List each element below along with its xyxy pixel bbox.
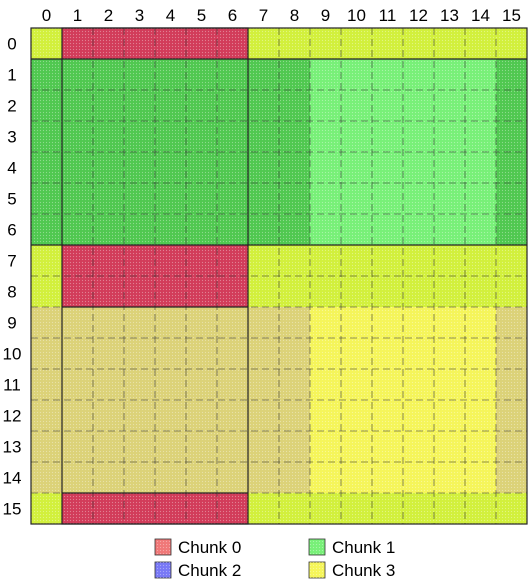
row-label-4: 4 [7, 159, 16, 178]
row-label-0: 0 [7, 35, 16, 54]
legend-swatch-texture [155, 539, 171, 555]
row-label-11: 11 [3, 376, 21, 395]
column-label-6: 6 [228, 6, 237, 25]
column-label-4: 4 [166, 6, 175, 25]
row-label-3: 3 [7, 128, 16, 147]
column-labels: 0 1 2 3 4 5 6 7 8 9 10 11 12 13 14 15 [42, 6, 521, 25]
row-label-10: 10 [3, 345, 22, 364]
column-label-10: 10 [347, 6, 366, 25]
column-label-8: 8 [290, 6, 299, 25]
legend-label: Chunk 3 [332, 561, 395, 580]
row-label-14: 14 [3, 469, 22, 488]
column-label-3: 3 [135, 6, 144, 25]
column-label-12: 12 [409, 6, 428, 25]
legend-swatch-texture [155, 562, 171, 578]
column-label-0: 0 [42, 6, 51, 25]
legend: Chunk 0 Chunk 1 Chunk 2 Chunk 3 [154, 538, 395, 580]
column-label-13: 13 [440, 6, 459, 25]
legend-label: Chunk 1 [332, 538, 395, 557]
row-label-12: 12 [3, 407, 22, 426]
row-label-7: 7 [7, 252, 16, 271]
column-label-9: 9 [321, 6, 330, 25]
legend-label: Chunk 2 [178, 561, 241, 580]
row-label-1: 1 [7, 66, 16, 85]
legend-item-chunk-2: Chunk 2 [154, 561, 241, 580]
legend-swatch-texture [309, 539, 325, 555]
region-borders [30, 27, 528, 525]
grid-outer-border [30, 27, 528, 525]
row-label-5: 5 [7, 190, 16, 209]
legend-item-chunk-1: Chunk 1 [308, 538, 395, 557]
row-label-6: 6 [7, 221, 16, 240]
column-label-1: 1 [73, 6, 82, 25]
column-label-15: 15 [502, 6, 521, 25]
row-label-8: 8 [7, 283, 16, 302]
column-label-5: 5 [197, 6, 206, 25]
legend-item-chunk-0: Chunk 0 [154, 538, 241, 557]
legend-label: Chunk 0 [178, 538, 241, 557]
column-label-11: 11 [379, 6, 397, 25]
legend-item-chunk-3: Chunk 3 [308, 561, 395, 580]
row-label-15: 15 [3, 500, 22, 519]
chunk0-column-border [61, 27, 249, 525]
column-label-2: 2 [104, 6, 113, 25]
row-label-2: 2 [7, 97, 16, 116]
row-label-13: 13 [3, 438, 22, 457]
column-label-14: 14 [471, 6, 490, 25]
legend-swatch-texture [309, 562, 325, 578]
column-label-7: 7 [259, 6, 268, 25]
row-label-9: 9 [7, 314, 16, 333]
